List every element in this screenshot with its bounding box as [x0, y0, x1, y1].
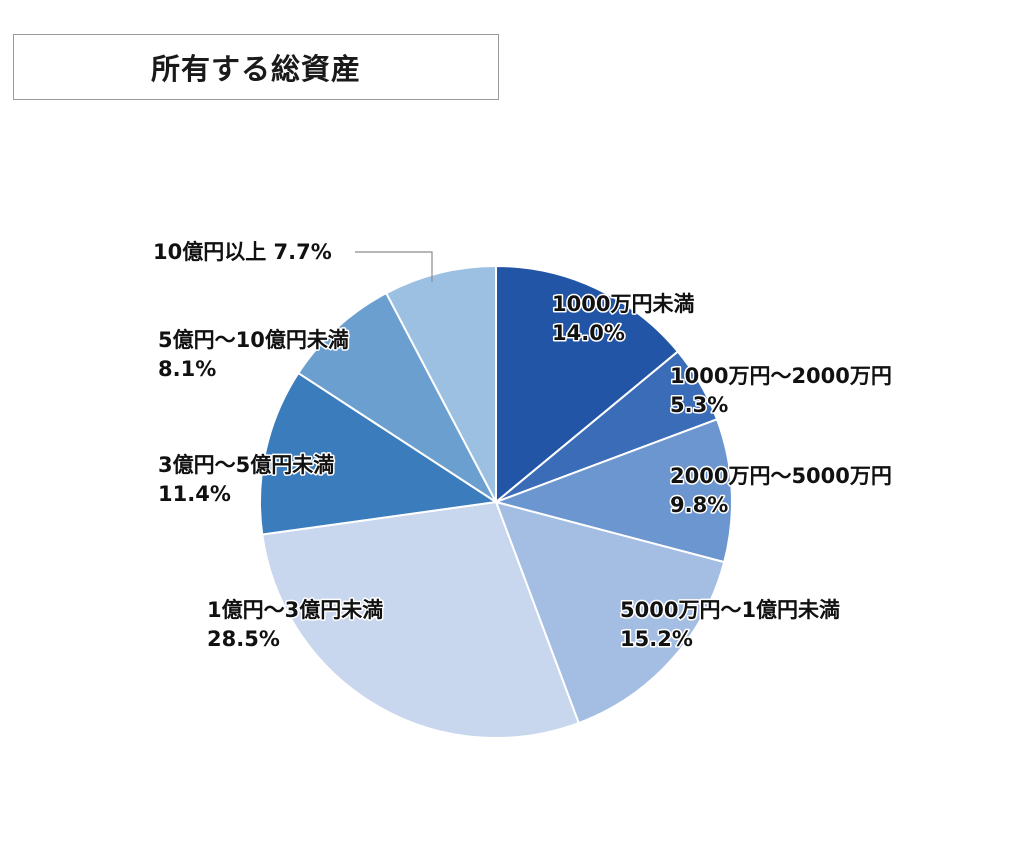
- pie-slice: [259, 371, 499, 536]
- leader-line: [355, 251, 433, 282]
- slice-label: 1億円～3億円未満: [207, 598, 383, 622]
- slice-value-label: 28.5%: [207, 627, 280, 651]
- chart-title: 所有する総資産: [150, 52, 361, 86]
- slice-label: 10億円以上 7.7%: [153, 240, 332, 264]
- pie-slice: [495, 264, 680, 505]
- slice-value-label: 14.0%: [552, 321, 625, 345]
- pie-labels: 1000万円未満 14.0% 1000万円～2000万円 5.3% 2000万円～500…: [152, 239, 894, 653]
- slice-label: 5000万円～1億円未満: [620, 598, 840, 622]
- slice-value-label: 8.1%: [158, 357, 216, 381]
- chart-title-box: 所有する総資産: [13, 34, 499, 100]
- pie-slice: [384, 264, 497, 503]
- slice-label: 5億円～10億円未満: [158, 328, 349, 352]
- slice-value-label: 15.2%: [620, 627, 693, 651]
- slice-value-label: 9.8%: [670, 493, 728, 517]
- pie-slice: [261, 500, 581, 739]
- slice-value-label: 5.3%: [670, 393, 728, 417]
- pie-slice: [296, 291, 499, 505]
- pie-slice: [492, 417, 734, 564]
- slice-label: 2000万円～5000万円: [670, 464, 892, 488]
- slice-label: 3億円～5億円未満: [158, 453, 334, 477]
- slice-label: 1000万円～2000万円: [670, 364, 892, 388]
- pie-slice: [494, 500, 726, 725]
- slice-value-label: 11.4%: [158, 482, 231, 506]
- slice-label: 1000万円未満: [552, 292, 694, 316]
- pie-slices: [259, 264, 734, 739]
